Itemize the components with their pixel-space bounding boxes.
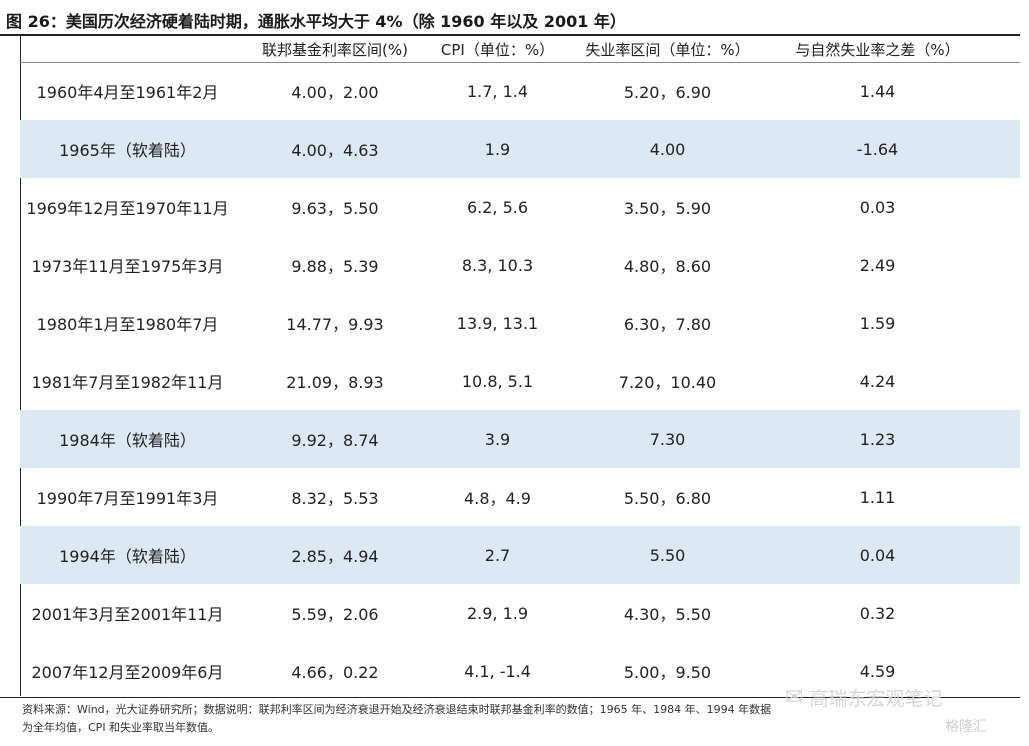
table-header: 联邦基金利率区间(%) CPI（单位：%） 失业率区间（单位：%） 与自然失业率… [20,36,1020,63]
cell-unemployment: 5.00，9.50 [623,663,712,682]
cell-unemployment: 5.50，6.80 [623,489,712,508]
cell-natural-gap: 0.04 [859,545,896,565]
cell-unemployment: 7.30 [649,429,686,449]
table-row: 1965年（软着陆） 4.00，4.63 1.9 4.00 -1.64 [20,120,1020,178]
cell-natural-gap: 4.59 [859,661,896,681]
cell-cpi: 4.1, -1.4 [464,661,531,681]
cell-natural-gap: 1.23 [859,429,896,449]
cell-fed-rate: 4.00，4.63 [291,141,379,160]
cell-unemployment: 5.20，6.90 [623,83,712,102]
cell-unemployment: 4.00 [649,139,686,159]
cell-fed-rate: 4.00，2.00 [291,83,379,102]
cell-cpi: 1.7, 1.4 [466,81,529,101]
bottom-rule [0,697,1020,698]
wechat-icon: ✉ [785,685,804,710]
header-cell-cpi: CPI（单位：%） [440,40,555,59]
cell-cpi: 13.9, 13.1 [456,313,539,333]
cell-natural-gap: 2.49 [859,255,896,275]
cell-cpi: 10.8, 5.1 [461,371,534,391]
cell-natural-gap: 0.03 [859,197,896,217]
cell-unemployment: 4.80，8.60 [623,257,712,276]
table-row: 1973年11月至1975年3月 9.88，5.39 8.3, 10.3 4.8… [20,236,1020,294]
cell-fed-rate: 21.09，8.93 [286,373,384,392]
cell-natural-gap: 1.59 [859,313,896,333]
table-row: 1980年1月至1980年7月 14.77，9.93 13.9, 13.1 6.… [20,294,1020,352]
cell-unemployment: 7.20，10.40 [618,373,717,392]
cell-period: 1973年11月至1975年3月 [31,257,224,276]
cell-cpi: 3.9 [484,429,511,449]
header-cell-unemployment: 失业率区间（单位：%） [585,40,750,59]
cell-period: 1980年1月至1980年7月 [36,315,219,334]
cell-fed-rate: 2.85，4.94 [291,547,379,566]
cell-period: 1960年4月至1961年2月 [36,83,219,102]
cell-fed-rate: 9.88，5.39 [291,257,379,276]
cell-fed-rate: 14.77，9.93 [286,315,384,334]
cell-fed-rate: 5.59，2.06 [291,605,379,624]
cell-period: 1969年12月至1970年11月 [26,199,229,218]
table-row: 1981年7月至1982年11月 21.09，8.93 10.8, 5.1 7.… [20,352,1020,410]
watermark-text: 高瑞东宏观笔记 [809,688,943,710]
cell-natural-gap: 1.44 [859,81,896,101]
table-row: 2001年3月至2001年11月 5.59，2.06 2.9, 1.9 4.30… [20,584,1020,642]
table-row: 1960年4月至1961年2月 4.00，2.00 1.7, 1.4 5.20，… [20,62,1020,120]
cell-cpi: 1.9 [484,139,511,159]
table-body: 1960年4月至1961年2月 4.00，2.00 1.7, 1.4 5.20，… [20,62,1020,700]
cell-fed-rate: 4.66，0.22 [291,663,379,682]
figure-title: 图 26：美国历次经济硬着陆时期，通胀水平均大于 4%（除 1960 年以及 2… [6,12,626,31]
cell-natural-gap: 0.32 [859,603,896,623]
cell-period: 1990年7月至1991年3月 [36,489,219,508]
cell-cpi: 2.7 [484,545,511,565]
cell-period: 1994年（软着陆） [59,547,196,566]
cell-cpi: 2.9, 1.9 [466,603,529,623]
cell-period: 2007年12月至2009年6月 [31,663,224,682]
cell-natural-gap: -1.64 [856,139,899,159]
table-row: 1994年（软着陆） 2.85，4.94 2.7 5.50 0.04 [20,526,1020,584]
cell-fed-rate: 8.32，5.53 [291,489,379,508]
cell-natural-gap: 1.11 [859,487,896,507]
cell-period: 2001年3月至2001年11月 [31,605,224,624]
table-left-border [20,36,21,696]
cell-natural-gap: 4.24 [859,371,896,391]
cell-period: 1981年7月至1982年11月 [31,373,224,392]
cell-unemployment: 3.50，5.90 [623,199,712,218]
cell-period: 1984年（软着陆） [59,431,196,450]
cell-fed-rate: 9.63，5.50 [291,199,379,218]
cell-unemployment: 5.50 [649,545,686,565]
cell-cpi: 8.3, 10.3 [461,255,534,275]
cell-cpi: 6.2, 5.6 [466,197,529,217]
cell-cpi: 4.8，4.9 [464,489,531,508]
table-row: 2007年12月至2009年6月 4.66，0.22 4.1, -1.4 5.0… [20,642,1020,700]
table-row: 1984年（软着陆） 9.92，8.74 3.9 7.30 1.23 [20,410,1020,468]
header-cell-natural-gap: 与自然失业率之差（%） [795,40,960,59]
table-row: 1990年7月至1991年3月 8.32，5.53 4.8，4.9 5.50，6… [20,468,1020,526]
cell-fed-rate: 9.92，8.74 [291,431,379,450]
cell-unemployment: 6.30，7.80 [623,315,712,334]
logo: 格隆汇 [945,719,987,735]
watermark: ✉ 高瑞东宏观笔记 [785,684,942,711]
source-footnote: 资料来源：Wind，光大证券研究所；数据说明：联邦利率区间为经济衰退开始及经济衰… [22,703,772,734]
top-rule [0,34,1020,36]
header-cell-fed-rate: 联邦基金利率区间(%) [262,40,408,59]
cell-unemployment: 4.30，5.50 [623,605,712,624]
cell-period: 1965年（软着陆） [59,141,196,160]
table-row: 1969年12月至1970年11月 9.63，5.50 6.2, 5.6 3.5… [20,178,1020,236]
